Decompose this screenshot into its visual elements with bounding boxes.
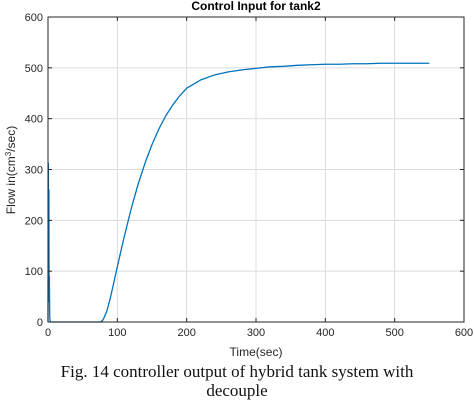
y-tick-label: 200 — [25, 215, 43, 227]
y-tick-label: 600 — [25, 12, 43, 24]
y-tick-label: 500 — [25, 63, 43, 75]
x-axis-label: Time(sec) — [230, 345, 283, 359]
y-axis-label-superscript: 3 — [4, 151, 13, 156]
y-axis-label-part1: Flow in(cm — [4, 156, 18, 214]
y-tick-label: 0 — [37, 317, 43, 329]
x-tick-label: 600 — [455, 327, 473, 339]
x-tick-label: 100 — [108, 327, 126, 339]
y-tick-label: 300 — [25, 165, 43, 177]
x-tick-label: 300 — [247, 327, 265, 339]
x-tick-label: 0 — [45, 327, 51, 339]
y-tick-label: 400 — [25, 114, 43, 126]
chart-title: Control Input for tank2 — [191, 0, 321, 13]
figure-caption: Fig. 14 controller output of hybrid tank… — [0, 362, 474, 400]
caption-line-1: Fig. 14 controller output of hybrid tank… — [60, 362, 414, 381]
y-axis-label-part2: /sec) — [4, 126, 18, 152]
x-tick-label: 200 — [177, 327, 195, 339]
caption-line-2: decouple — [206, 381, 268, 400]
x-tick-label: 400 — [316, 327, 334, 339]
y-tick-label: 100 — [25, 266, 43, 278]
y-tick-labels: 0 100 200 300 400 500 600 — [25, 12, 43, 329]
x-tick-label: 500 — [385, 327, 403, 339]
y-axis-label: Flow in(cm3/sec) — [4, 126, 18, 214]
axis-ticks — [47, 16, 465, 323]
x-tick-labels: 0 100 200 300 400 500 600 — [45, 327, 473, 339]
